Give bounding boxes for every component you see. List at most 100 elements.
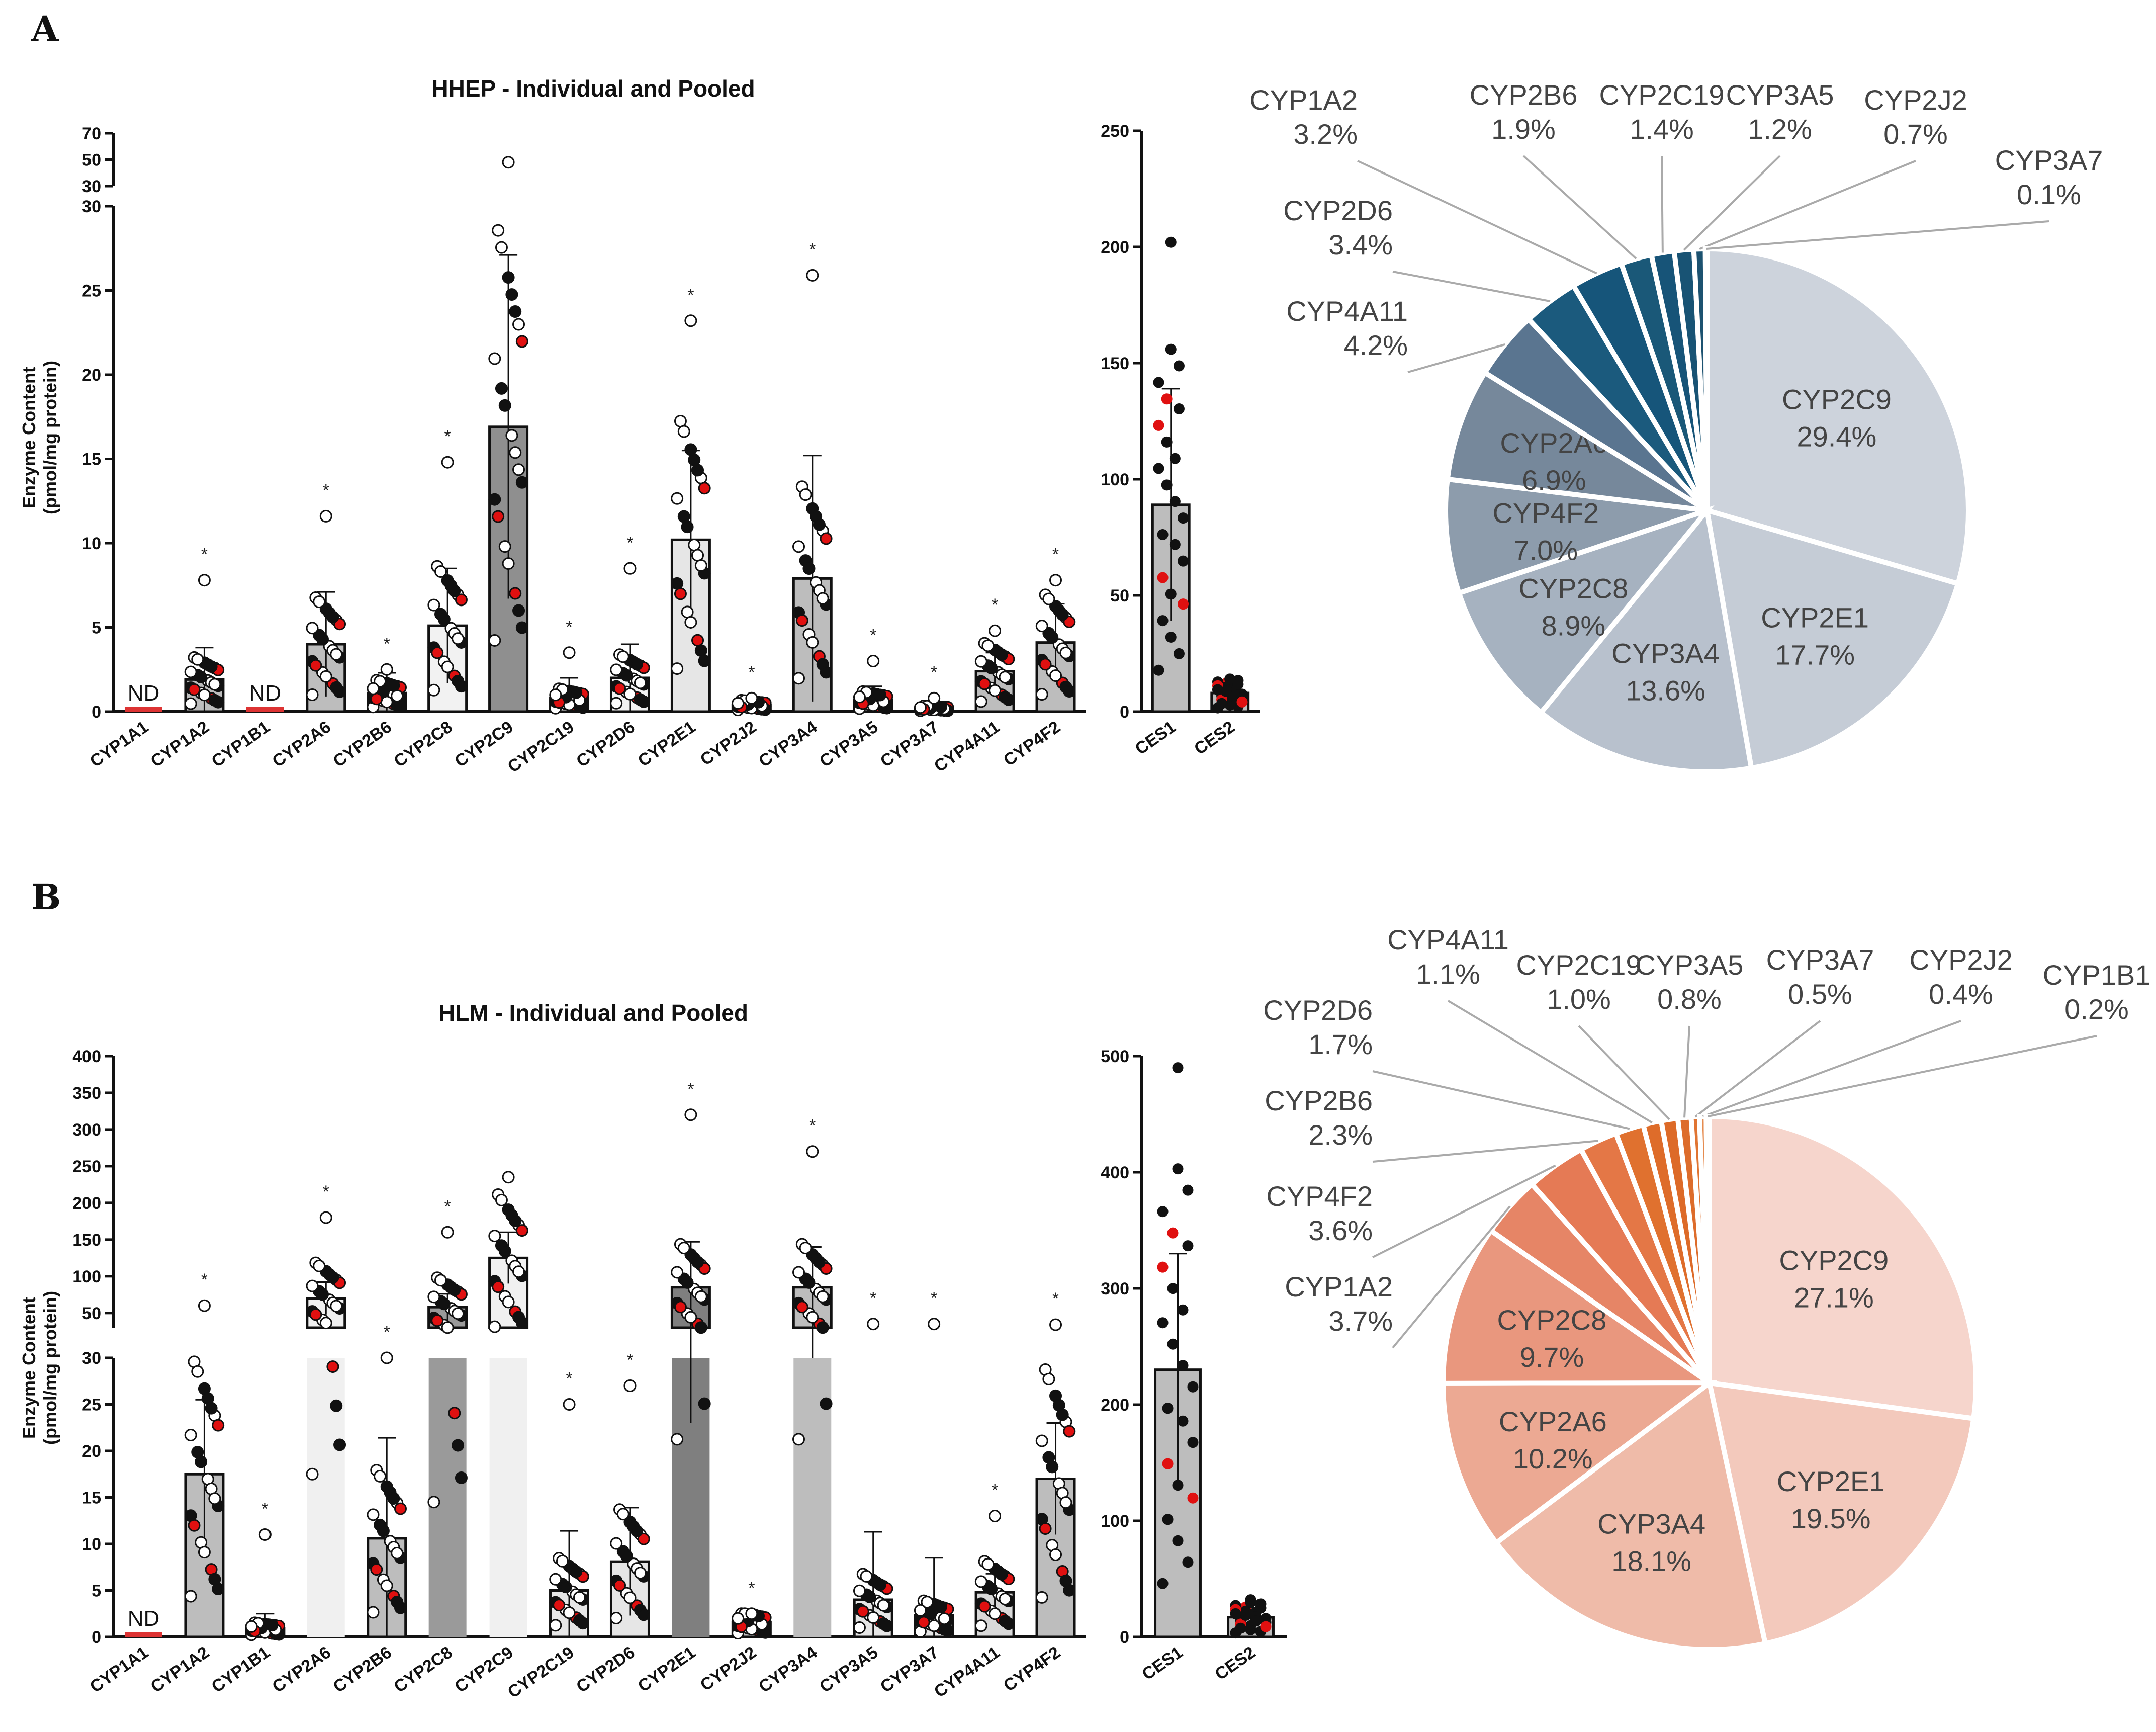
significance-marker: *: [262, 1500, 268, 1519]
data-point-max: [745, 1607, 758, 1620]
pie-leader-line: [1706, 220, 2049, 250]
ces-category-label: CES2: [1212, 1642, 1260, 1684]
data-point: [934, 701, 947, 714]
y-tick-label: 20: [82, 1442, 101, 1461]
ces-y-tick-label: 0: [1120, 703, 1129, 722]
data-point: [999, 671, 1012, 684]
data-point: [1002, 693, 1015, 706]
pie-leader-line: [1702, 1020, 1961, 1118]
data-point: [999, 1593, 1012, 1606]
data-point: [914, 701, 927, 714]
significance-marker: *: [687, 1080, 694, 1099]
data-point: [677, 1242, 690, 1255]
data-point: [306, 622, 319, 635]
data-point: [1063, 1584, 1076, 1597]
data-point: [455, 1471, 468, 1484]
pie-label-pct: 0.4%: [1929, 978, 1993, 1010]
y-tick-label: 30: [82, 1349, 101, 1368]
data-point: [452, 1307, 465, 1320]
data-point: [509, 587, 522, 600]
y-tick-label: 0: [92, 1628, 101, 1647]
data-point-max: [806, 269, 819, 282]
data-point: [806, 636, 819, 649]
pie-slice: [1703, 1113, 1712, 1383]
ces-data-point: [1187, 1437, 1199, 1448]
data-point: [634, 1567, 647, 1580]
data-point: [671, 662, 684, 675]
significance-marker: *: [748, 1579, 755, 1598]
ces-data-point: [1260, 1621, 1272, 1632]
category-label: CYP3A5: [816, 1642, 881, 1696]
significance-marker: *: [687, 286, 694, 305]
ces-data-point: [1162, 1514, 1174, 1525]
data-point: [637, 1532, 650, 1545]
data-point: [1063, 1425, 1076, 1438]
data-point: [691, 549, 704, 562]
data-point: [441, 1321, 454, 1334]
data-point: [795, 614, 809, 627]
ces-data-point: [1162, 1403, 1174, 1414]
data-point: [863, 1590, 876, 1603]
data-point: [985, 1583, 998, 1596]
data-point: [498, 1245, 511, 1258]
data-point: [319, 670, 332, 683]
pie-label-pct: 3.4%: [1328, 229, 1393, 261]
data-point: [515, 1316, 528, 1329]
ces-data-point: [1157, 529, 1169, 541]
pie-leader-line: [1708, 1035, 2097, 1117]
pie-label-pct: 29.4%: [1797, 421, 1877, 453]
ces-data-point: [1157, 615, 1169, 627]
significance-marker: *: [626, 533, 633, 552]
data-point: [448, 584, 461, 597]
data-point: [387, 679, 400, 692]
ces-data-point: [1212, 684, 1223, 696]
data-point-max: [198, 574, 211, 587]
ces-data-point: [1173, 403, 1185, 415]
significance-marker: *: [1052, 545, 1059, 564]
data-point: [816, 1290, 829, 1303]
category-label: CYP2E1: [635, 1642, 699, 1696]
pie-label-pct: 13.6%: [1626, 675, 1705, 707]
ces-data-point: [1236, 696, 1248, 708]
data-point: [671, 1433, 684, 1446]
ces-data-point: [1157, 1578, 1169, 1589]
ces-y-tick-label: 100: [1101, 470, 1129, 489]
pie-label-pct: 2.3%: [1308, 1119, 1373, 1151]
ces-data-point: [1216, 698, 1228, 709]
ces-data-point: [1245, 1624, 1256, 1635]
pie-label-name: CYP1A2: [1285, 1271, 1393, 1303]
data-point: [367, 1606, 380, 1619]
category-label: CYP4A11: [931, 1642, 1003, 1701]
data-point: [370, 692, 383, 706]
data-point: [195, 671, 208, 684]
data-point: [974, 655, 987, 668]
ces-y-tick-label: 400: [1101, 1163, 1129, 1182]
data-point: [394, 1601, 407, 1614]
ces-data-point: [1182, 1556, 1194, 1568]
ces-data-point: [1182, 1240, 1194, 1252]
data-point: [427, 683, 440, 697]
data-point: [799, 488, 812, 501]
pie-leader-line: [1699, 160, 1916, 250]
y-tick-label: 300: [72, 1120, 101, 1140]
pie-label-name: CYP3A7: [1766, 944, 1874, 976]
category-label: CYP2C19: [504, 717, 578, 776]
data-point: [691, 464, 704, 477]
data-point: [806, 1311, 819, 1324]
data-point: [498, 399, 511, 412]
data-point: [820, 666, 833, 679]
category-label: CYP1A1: [86, 1642, 152, 1696]
data-point: [431, 1314, 444, 1327]
pie-leader-line: [1372, 1140, 1598, 1163]
data-point: [377, 1524, 390, 1537]
y-tick-label: 30: [82, 197, 101, 216]
category-label: CYP1A2: [147, 717, 213, 771]
pie-leader-line: [1683, 155, 1781, 251]
data-point-max: [380, 663, 393, 676]
pie-label-name: CYP4A11: [1387, 924, 1509, 956]
data-point: [820, 532, 833, 545]
significance-marker: *: [384, 634, 390, 653]
data-point: [816, 592, 829, 605]
y-tick-label: 10: [82, 1535, 101, 1554]
data-point: [515, 476, 528, 489]
